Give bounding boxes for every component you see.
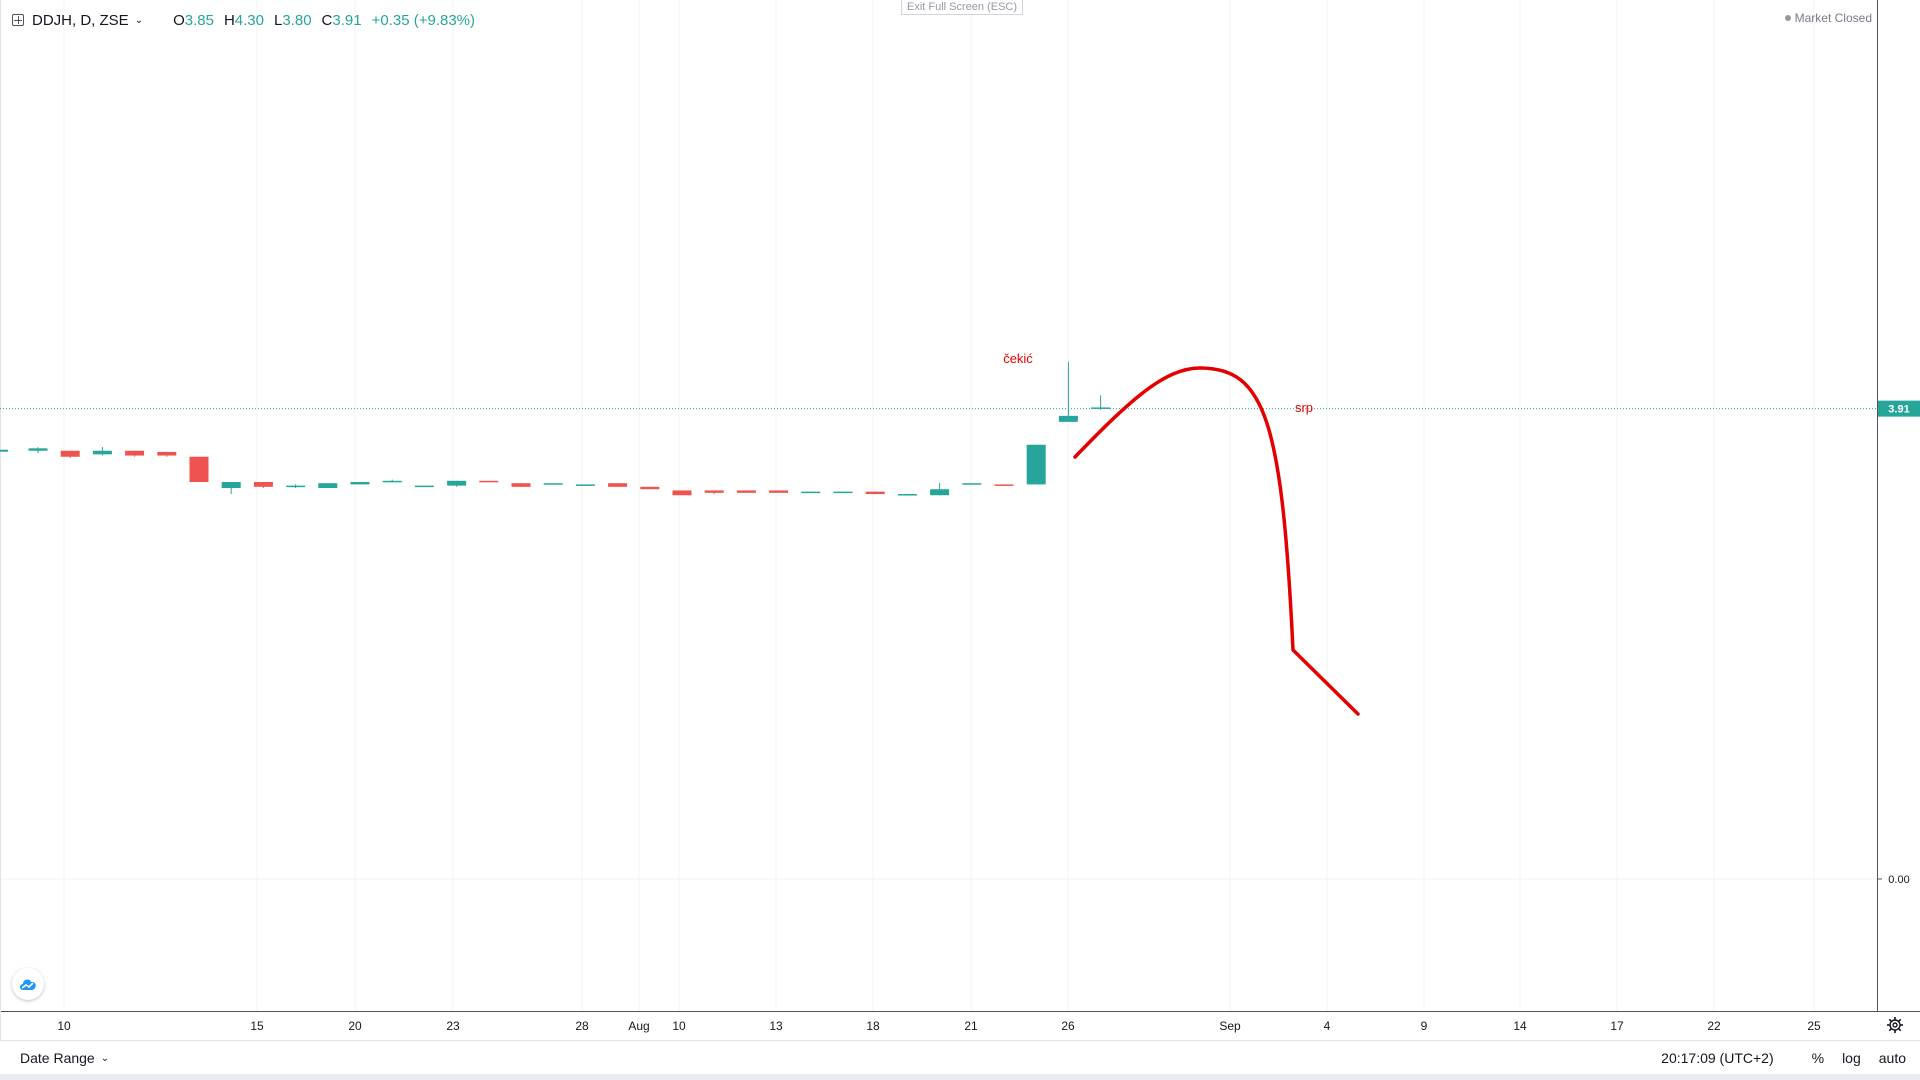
last-price-label: 3.91 — [1888, 404, 1909, 416]
annotation-label: srp — [1295, 400, 1313, 415]
candle-body — [1058, 415, 1078, 422]
x-tick-label: 28 — [575, 1019, 589, 1033]
zero-price-label: 0.00 — [1888, 874, 1909, 886]
candle-body — [253, 482, 273, 487]
x-tick-label: 20 — [348, 1019, 362, 1033]
x-tick-label: 21 — [964, 1019, 978, 1033]
candle-body — [511, 483, 531, 487]
chevron-down-icon: ⌄ — [100, 1052, 110, 1064]
price-chart[interactable]: čekić srp 10 15 20 23 28 Aug 10 13 18 21 26 Sep 4 9 14 17… — [0, 0, 1920, 1040]
chart-settings-button[interactable] — [1884, 1014, 1906, 1036]
x-tick-label: 23 — [446, 1019, 460, 1033]
candle-body — [608, 483, 628, 487]
market-status-label: Market Closed — [1794, 11, 1872, 25]
candle-body — [897, 494, 917, 496]
x-tick-label: 22 — [1707, 1019, 1721, 1033]
candle-body — [769, 490, 789, 493]
date-range-button[interactable]: Date Range ⌄ — [20, 1050, 109, 1066]
candle-body — [672, 490, 692, 496]
candle-body — [447, 480, 467, 486]
ohlc-values: O3.85 H4.30 L3.80 C3.91 +0.35 (+9.83%) — [173, 12, 475, 29]
candle-body — [1091, 407, 1111, 409]
candle-body — [994, 484, 1014, 486]
x-tick-label: 26 — [1061, 1019, 1075, 1033]
candle-body — [479, 480, 499, 483]
candle-body — [930, 489, 950, 496]
candle-body — [1026, 444, 1046, 485]
log-scale-button[interactable]: log — [1842, 1050, 1861, 1066]
open-key: O — [173, 11, 185, 29]
candle-body — [640, 486, 660, 490]
candle-body — [157, 451, 177, 456]
gear-icon — [1887, 1017, 1903, 1033]
x-tick-label: Aug — [628, 1019, 649, 1033]
symbol-header: DDJH, D, ZSE ⌄ O3.85 H4.30 L3.80 C3.91 +… — [12, 8, 475, 32]
compare-symbol-icon[interactable] — [12, 14, 24, 26]
change-value: +0.35 (+9.83%) — [371, 11, 475, 29]
x-tick-label: 10 — [57, 1019, 71, 1033]
candle-body — [736, 490, 756, 493]
close-key: C — [321, 11, 333, 29]
candle-body — [60, 450, 80, 457]
candle-body — [221, 482, 241, 489]
exit-fullscreen-button[interactable]: Exit Full Screen (ESC) — [901, 0, 1024, 15]
candle-body — [382, 480, 402, 483]
x-tick-label: 4 — [1324, 1019, 1331, 1033]
last-price-badge — [1878, 400, 1920, 417]
x-tick-label: 18 — [866, 1019, 880, 1033]
sickle-drawing — [1073, 366, 1360, 716]
candle-body — [801, 491, 821, 494]
x-tick-label: 9 — [1421, 1019, 1428, 1033]
candle-body — [575, 484, 595, 486]
candle-body — [28, 448, 48, 451]
x-tick-label: 10 — [672, 1019, 686, 1033]
candle-body — [350, 482, 370, 485]
chevron-down-icon[interactable]: ⌄ — [134, 14, 144, 26]
candle-body — [414, 485, 434, 488]
candle-body — [318, 483, 338, 489]
high-key: H — [223, 11, 235, 29]
x-tick-label: 15 — [250, 1019, 264, 1033]
candle-body — [962, 483, 982, 485]
candle-body — [189, 456, 209, 483]
status-dot-icon — [1784, 15, 1791, 21]
low-key: L — [274, 11, 283, 29]
bottom-toolbar: Date Range ⌄ 20:17:09 (UTC+2) % log auto — [0, 1040, 1920, 1075]
x-tick-label: Sep — [1219, 1019, 1241, 1033]
symbol-name[interactable]: DDJH, D, ZSE — [32, 11, 129, 29]
x-tick-label: 25 — [1807, 1019, 1821, 1033]
candle-body — [833, 491, 853, 494]
close-value: 3.91 — [332, 11, 362, 29]
open-value: 3.85 — [184, 11, 214, 29]
cloud-logo-icon[interactable] — [12, 968, 44, 1000]
candle-body — [865, 491, 885, 495]
candle-body — [286, 485, 306, 488]
x-tick-label: 14 — [1513, 1019, 1527, 1033]
annotation-label: čekić — [1003, 351, 1033, 366]
percent-scale-button[interactable]: % — [1811, 1050, 1825, 1066]
clock[interactable]: 20:17:09 (UTC+2) — [1661, 1050, 1774, 1066]
market-status: Market Closed — [1784, 11, 1872, 25]
candle-body — [92, 450, 112, 455]
x-tick-label: 17 — [1610, 1019, 1624, 1033]
window-frame — [0, 1074, 1920, 1080]
auto-scale-button[interactable]: auto — [1878, 1050, 1906, 1066]
candle-body — [125, 450, 145, 456]
candle-body — [543, 483, 563, 485]
x-tick-label: 13 — [769, 1019, 783, 1033]
high-value: 4.30 — [234, 11, 264, 29]
candle-body — [704, 490, 724, 493]
date-range-label: Date Range — [20, 1050, 95, 1066]
low-value: 3.80 — [282, 11, 312, 29]
